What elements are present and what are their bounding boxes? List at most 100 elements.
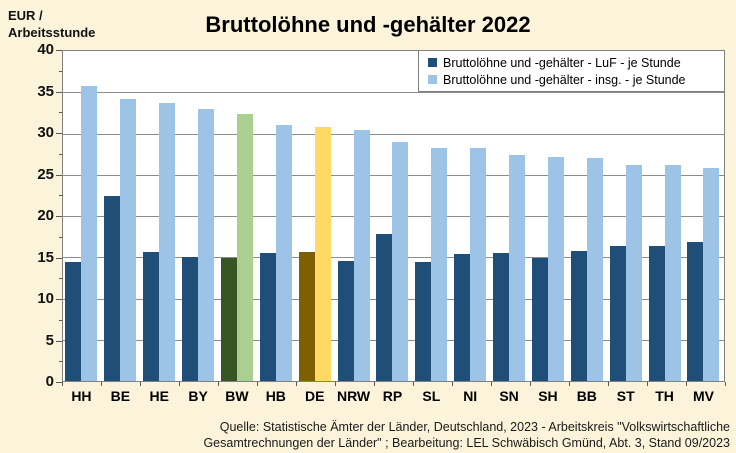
- y-major-tick: [56, 50, 62, 51]
- y-tick-label-30: 30: [37, 124, 54, 141]
- x-axis-labels: HH BE HE BY BW HB DE NRW RP SL NI SN SH BB ST TH MV: [62, 388, 723, 404]
- legend-entry-luf: Bruttolöhne und -gehälter - LuF - je Stu…: [428, 56, 724, 70]
- bar-RP-luf: [376, 234, 393, 381]
- x-tick: [569, 382, 570, 386]
- bar-BW-luf: [220, 258, 237, 381]
- x-tick: [452, 382, 453, 386]
- bar-group-NI: [451, 51, 490, 381]
- y-major-tick: [56, 174, 62, 176]
- x-label-HE: HE: [149, 388, 169, 404]
- bar-group-HH: [62, 51, 101, 381]
- y-tick-label-15: 15: [37, 248, 54, 266]
- bar-DE-luf: [298, 252, 315, 381]
- y-minor-tick: [59, 319, 62, 321]
- x-label-RP: RP: [382, 388, 403, 404]
- bar-BE-luf: [104, 196, 121, 381]
- y-minor-tick: [59, 70, 62, 72]
- x-label-SH: SH: [538, 388, 558, 404]
- x-label-BE: BE: [110, 388, 131, 404]
- bars-container: [62, 51, 723, 381]
- y-axis-unit-label: EUR / Arbeitsstunde: [8, 8, 96, 40]
- y-major-tick: [56, 216, 62, 217]
- x-tick: [686, 382, 687, 386]
- y-minor-tick: [59, 361, 62, 363]
- bar-SH-luf: [531, 258, 548, 381]
- legend-entry-insg: Bruttolöhne und -gehälter - insg. - je S…: [428, 73, 724, 87]
- x-tick: [218, 382, 219, 386]
- bar-group-SL: [412, 51, 451, 381]
- x-label-TH: TH: [655, 388, 674, 404]
- x-label-SN: SN: [499, 388, 519, 404]
- bar-BW-insg: [236, 113, 253, 381]
- bar-MV-insg: [703, 168, 720, 381]
- x-tick: [296, 382, 297, 386]
- bar-group-MV: [684, 51, 723, 381]
- bar-HB-luf: [259, 253, 276, 381]
- x-tick: [335, 382, 336, 386]
- bar-SL-insg: [431, 147, 448, 381]
- source-line-2: Gesamtrechnungen der Länder" ; Bearbeitu…: [203, 436, 730, 450]
- x-label-NRW: NRW: [336, 388, 371, 404]
- x-label-MV: MV: [692, 388, 714, 404]
- bar-HE-insg: [159, 102, 176, 381]
- bar-SL-luf: [415, 262, 432, 381]
- x-label-HB: HB: [265, 388, 286, 404]
- y-major-tick: [56, 257, 62, 259]
- x-tick: [491, 382, 492, 386]
- bar-group-NRW: [334, 51, 373, 381]
- bar-HE-luf: [143, 252, 160, 381]
- x-label-DE: DE: [304, 388, 325, 404]
- y-minor-tick: [59, 278, 62, 280]
- y-major-tick: [56, 340, 62, 342]
- bar-SN-luf: [493, 253, 510, 381]
- bar-group-HB: [256, 51, 295, 381]
- bar-group-SN: [490, 51, 529, 381]
- y-tick-label-0: 0: [45, 373, 54, 390]
- x-tick: [530, 382, 531, 386]
- legend-label-insg: Bruttolöhne und -gehälter - insg. - je S…: [443, 72, 686, 87]
- legend-swatch-insg: [428, 75, 437, 84]
- bar-group-SH: [529, 51, 568, 381]
- x-label-HH: HH: [71, 388, 92, 404]
- bar-HH-luf: [65, 262, 82, 381]
- y-major-tick: [56, 133, 62, 134]
- bar-BB-luf: [570, 251, 587, 381]
- x-tick: [140, 382, 141, 386]
- y-tick-label-35: 35: [37, 82, 54, 100]
- bar-group-BE: [101, 51, 140, 381]
- source-note: Quelle: Statistische Ämter der Länder, D…: [60, 419, 730, 451]
- x-label-BB: BB: [576, 388, 597, 404]
- x-tick: [725, 382, 726, 386]
- y-minor-tick: [59, 195, 62, 197]
- bar-group-BY: [179, 51, 218, 381]
- bar-RP-insg: [392, 141, 409, 381]
- x-tick: [413, 382, 414, 386]
- x-tick: [101, 382, 102, 386]
- y-minor-tick: [59, 236, 62, 238]
- bar-BE-insg: [120, 98, 137, 381]
- bar-NI-luf: [454, 253, 471, 381]
- y-tick-label-20: 20: [37, 207, 54, 224]
- bar-TH-insg: [664, 164, 681, 381]
- y-major-tick: [56, 382, 62, 383]
- y-tick-label-25: 25: [37, 165, 54, 183]
- chart-title: Bruttolöhne und -gehälter 2022: [205, 12, 531, 37]
- bar-BY-insg: [198, 108, 215, 381]
- bar-BB-insg: [586, 158, 603, 381]
- bar-group-ST: [606, 51, 645, 381]
- bar-SN-insg: [509, 154, 526, 381]
- x-tick: [374, 382, 375, 386]
- bar-BY-luf: [182, 257, 199, 381]
- bar-MV-luf: [687, 242, 704, 381]
- bar-NRW-insg: [353, 130, 370, 381]
- bar-group-BB: [567, 51, 606, 381]
- bar-HH-insg: [81, 86, 98, 381]
- bar-TH-luf: [648, 245, 665, 381]
- legend-box: Bruttolöhne und -gehälter - LuF - je Stu…: [418, 50, 725, 92]
- bar-group-DE: [295, 51, 334, 381]
- gridline-35: [63, 92, 724, 94]
- x-tick: [257, 382, 258, 386]
- gridline-30: [63, 133, 724, 135]
- bar-group-RP: [373, 51, 412, 381]
